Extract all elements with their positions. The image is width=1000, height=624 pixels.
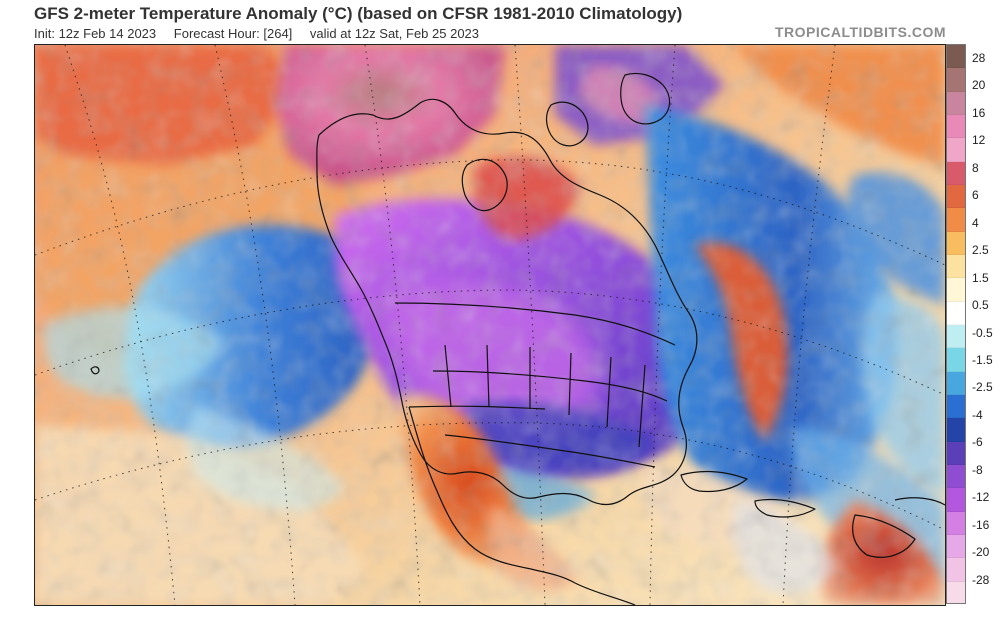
legend-label: -0.5 bbox=[972, 325, 993, 340]
legend-swatch bbox=[947, 68, 965, 92]
legend-swatch bbox=[947, 581, 965, 603]
speckle-texture bbox=[35, 45, 945, 605]
coastlines-and-borders bbox=[90, 72, 945, 605]
legend-label: -8 bbox=[972, 462, 983, 477]
forecast-hour: Forecast Hour: [264] bbox=[173, 26, 293, 41]
legend-label: 8 bbox=[972, 160, 979, 175]
legend-swatch bbox=[947, 348, 965, 372]
legend-label: 28 bbox=[972, 51, 986, 65]
legend-label: -4 bbox=[972, 407, 983, 422]
legend-swatch bbox=[947, 278, 965, 302]
init-time: Init: 12z Feb 14 2023 bbox=[34, 26, 157, 41]
legend-label: -2.5 bbox=[972, 380, 993, 395]
legend-swatch bbox=[947, 441, 965, 465]
legend-swatch bbox=[947, 464, 965, 489]
legend-label: 2.5 bbox=[972, 243, 989, 258]
legend-label: 16 bbox=[972, 105, 986, 120]
site-brand: TROPICALTIDBITS.COM bbox=[774, 24, 946, 40]
map-title: GFS 2-meter Temperature Anomaly (°C) (ba… bbox=[34, 4, 683, 23]
legend-label: -20 bbox=[972, 545, 990, 560]
legend-swatch bbox=[947, 534, 965, 559]
valid-time: valid at 12z Sat, Feb 25 2023 bbox=[309, 26, 480, 41]
legend-swatch bbox=[947, 488, 965, 512]
legend-swatch bbox=[947, 418, 965, 442]
legend-label: 0.5 bbox=[972, 298, 989, 313]
legend-swatch bbox=[947, 301, 965, 325]
legend-label: -6 bbox=[972, 435, 983, 450]
legend-label: 12 bbox=[972, 133, 986, 148]
legend-swatch bbox=[947, 324, 965, 349]
legend-swatch bbox=[947, 371, 965, 395]
temperature-anomaly-map bbox=[34, 44, 946, 606]
legend-swatch bbox=[947, 511, 965, 535]
legend-swatch bbox=[947, 161, 965, 185]
legend-swatch bbox=[947, 45, 965, 69]
legend-swatch bbox=[947, 138, 965, 162]
legend-label: -12 bbox=[972, 490, 990, 505]
color-scale-bar bbox=[946, 44, 966, 604]
legend-swatch bbox=[947, 114, 965, 139]
color-scale-labels: 28 20 16 12 8 6 4 2.5 1.5 0.5 -0.5 -1.5 -2.5 -4 -6 -8 -1… bbox=[972, 44, 998, 604]
legend-label: 20 bbox=[972, 78, 986, 93]
graticule-lines bbox=[35, 45, 945, 605]
legend-swatch bbox=[947, 254, 965, 279]
legend-swatch bbox=[947, 394, 965, 419]
legend-swatch bbox=[947, 231, 965, 255]
legend-swatch bbox=[947, 208, 965, 232]
legend-label: -1.5 bbox=[972, 352, 993, 367]
legend-label: -28 bbox=[972, 572, 990, 587]
map-subtitle: Init: 12z Feb 14 2023 Forecast Hour: [26… bbox=[34, 26, 493, 41]
legend-swatch bbox=[947, 91, 965, 115]
legend-label: 6 bbox=[972, 188, 979, 203]
legend-swatch bbox=[947, 184, 965, 209]
legend-label: -16 bbox=[972, 517, 990, 532]
legend-label: 1.5 bbox=[972, 270, 989, 285]
map-canvas bbox=[35, 45, 945, 605]
legend-swatch bbox=[947, 558, 965, 582]
legend-label: 4 bbox=[972, 215, 979, 230]
